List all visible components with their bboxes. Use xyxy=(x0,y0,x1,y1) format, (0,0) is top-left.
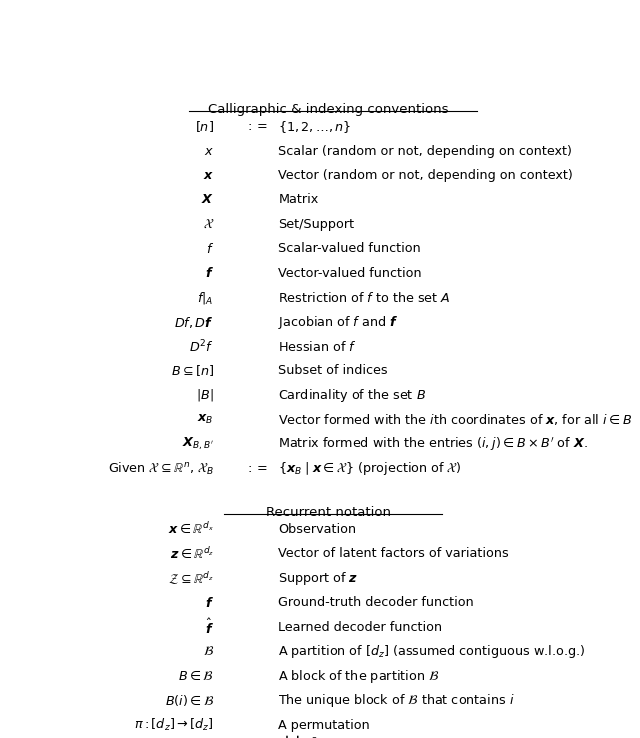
Text: $\mathcal{X}$: $\mathcal{X}$ xyxy=(202,218,214,231)
Text: Vector-valued function: Vector-valued function xyxy=(278,266,422,280)
Text: Restriction of $f$ to the set $A$: Restriction of $f$ to the set $A$ xyxy=(278,291,451,305)
Text: $B(i) \in \mathcal{B}$: $B(i) \in \mathcal{B}$ xyxy=(164,693,214,708)
Text: $f$: $f$ xyxy=(206,242,214,256)
Text: $x$: $x$ xyxy=(204,145,214,158)
Text: $\{\boldsymbol{x}_B \mid \boldsymbol{x} \in \mathcal{X}\}$ (projection of $\math: $\{\boldsymbol{x}_B \mid \boldsymbol{x} … xyxy=(278,461,462,477)
Text: Learned decoder function: Learned decoder function xyxy=(278,621,442,634)
Text: $|B|$: $|B|$ xyxy=(196,387,214,404)
Text: $\boldsymbol{x}_B$: $\boldsymbol{x}_B$ xyxy=(197,413,214,427)
Text: Support of $\boldsymbol{z}$: Support of $\boldsymbol{z}$ xyxy=(278,570,358,587)
Text: Cardinality of the set $B$: Cardinality of the set $B$ xyxy=(278,387,426,404)
Text: Vector of latent factors of variations: Vector of latent factors of variations xyxy=(278,548,509,560)
Text: A partition of $[d_z]$ (assumed contiguous w.l.o.g.): A partition of $[d_z]$ (assumed contiguo… xyxy=(278,644,586,661)
Text: $f|_A$: $f|_A$ xyxy=(198,290,214,306)
Text: Calligraphic & indexing conventions: Calligraphic & indexing conventions xyxy=(208,103,448,116)
Text: Subset of indices: Subset of indices xyxy=(278,365,388,377)
Text: $Df, D\boldsymbol{f}$: $Df, D\boldsymbol{f}$ xyxy=(174,314,214,330)
Text: $\boldsymbol{f}$: $\boldsymbol{f}$ xyxy=(205,266,214,280)
Text: Vector (random or not, depending on context): Vector (random or not, depending on cont… xyxy=(278,169,573,182)
Text: $B \subseteq [n]$: $B \subseteq [n]$ xyxy=(170,364,214,379)
Text: $\boldsymbol{X}$: $\boldsymbol{X}$ xyxy=(201,193,214,207)
Text: $B \in \mathcal{B}$: $B \in \mathcal{B}$ xyxy=(178,669,214,683)
Text: Vector formed with the $i$th coordinates of $\boldsymbol{x}$, for all $i \in B$: Vector formed with the $i$th coordinates… xyxy=(278,413,632,427)
Text: Scalar (random or not, depending on context): Scalar (random or not, depending on cont… xyxy=(278,145,572,158)
Text: Set/Support: Set/Support xyxy=(278,218,355,231)
Text: $\hat{\boldsymbol{f}}$: $\hat{\boldsymbol{f}}$ xyxy=(205,618,214,637)
Text: A permutation: A permutation xyxy=(278,719,370,731)
Text: Observation: Observation xyxy=(278,523,356,536)
Text: Jacobian of $f$ and $\boldsymbol{f}$: Jacobian of $f$ and $\boldsymbol{f}$ xyxy=(278,314,399,331)
Text: $\boldsymbol{X}_{B,B'}$: $\boldsymbol{X}_{B,B'}$ xyxy=(182,436,214,452)
Text: $\bigcup_{B \in \mathcal{B}} B^2$: $\bigcup_{B \in \mathcal{B}} B^2$ xyxy=(278,734,319,738)
Text: Given $\mathcal{X} \subseteq \mathbb{R}^n$, $\mathcal{X}_B$: Given $\mathcal{X} \subseteq \mathbb{R}^… xyxy=(108,461,214,477)
Text: $\mathcal{B}$: $\mathcal{B}$ xyxy=(203,645,214,658)
Text: Matrix formed with the entries $(i,j) \in B \times B'$ of $\boldsymbol{X}$.: Matrix formed with the entries $(i,j) \i… xyxy=(278,435,588,453)
Text: Hessian of $f$: Hessian of $f$ xyxy=(278,339,357,354)
Text: $\boldsymbol{z} \in \mathbb{R}^{d_z}$: $\boldsymbol{z} \in \mathbb{R}^{d_z}$ xyxy=(170,546,214,562)
Text: Ground-truth decoder function: Ground-truth decoder function xyxy=(278,596,474,610)
Text: $\{1, 2, \ldots, n\}$: $\{1, 2, \ldots, n\}$ xyxy=(278,119,352,134)
Text: $:=$: $:=$ xyxy=(244,462,268,475)
Text: $D^2 f$: $D^2 f$ xyxy=(189,338,214,355)
Text: $\pi : [d_z] \to [d_z]$: $\pi : [d_z] \to [d_z]$ xyxy=(134,717,214,733)
Text: $\boldsymbol{f}$: $\boldsymbol{f}$ xyxy=(205,596,214,610)
Text: $:=$: $:=$ xyxy=(244,120,268,133)
Text: $\boldsymbol{x}$: $\boldsymbol{x}$ xyxy=(203,169,214,182)
Text: Recurrent notation: Recurrent notation xyxy=(266,506,390,519)
Text: The unique block of $\mathcal{B}$ that contains $i$: The unique block of $\mathcal{B}$ that c… xyxy=(278,692,515,709)
Text: Matrix: Matrix xyxy=(278,193,319,207)
Text: A block of the partition $\mathcal{B}$: A block of the partition $\mathcal{B}$ xyxy=(278,668,440,685)
Text: $[n]$: $[n]$ xyxy=(195,119,214,134)
Text: $\mathcal{Z} \subseteq \mathbb{R}^{d_z}$: $\mathcal{Z} \subseteq \mathbb{R}^{d_z}$ xyxy=(168,570,214,587)
Text: $\boldsymbol{x} \in \mathbb{R}^{d_x}$: $\boldsymbol{x} \in \mathbb{R}^{d_x}$ xyxy=(168,522,214,537)
Text: Scalar-valued function: Scalar-valued function xyxy=(278,242,421,255)
